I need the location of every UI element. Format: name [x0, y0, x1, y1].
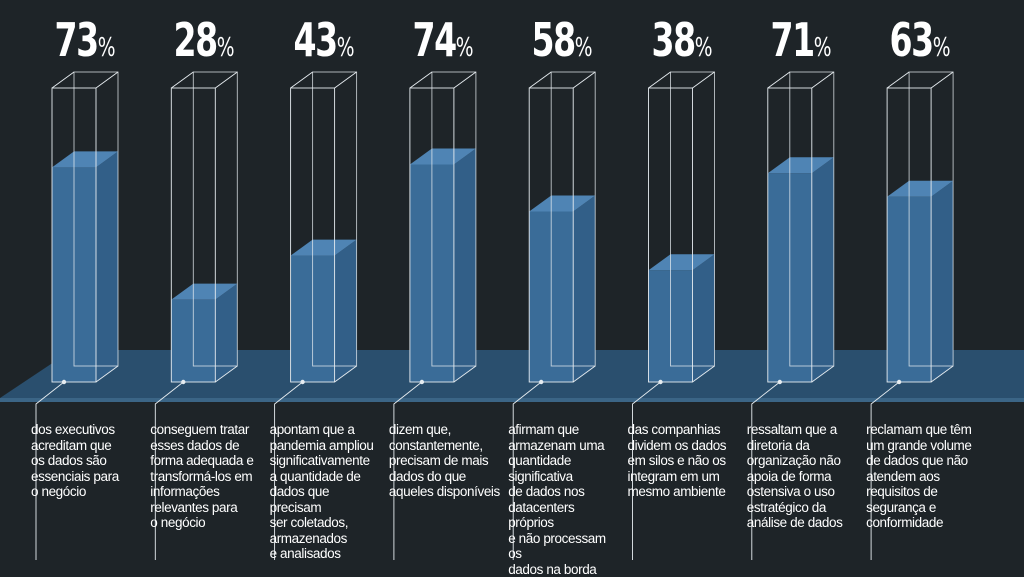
leader-line [393, 381, 423, 560]
bar-value-label: 43% [280, 10, 366, 78]
bar-5 [528, 71, 596, 383]
percent-sign: % [694, 33, 712, 63]
bar-liquid-side [96, 151, 118, 382]
bar-description: dos executivos acreditam que os dados sã… [31, 422, 119, 499]
percent-sign: % [97, 33, 116, 63]
bar-frame-edge [334, 71, 357, 89]
percent-sign: % [455, 33, 474, 63]
value-number: 74 [412, 13, 457, 67]
bar-frame-edge [215, 365, 238, 383]
bar-frame-edge [692, 71, 715, 89]
bar-value-label: 74% [400, 10, 486, 78]
bar-liquid-top [887, 180, 954, 197]
bar-frame-edge [930, 71, 954, 89]
bar-frame-edge [171, 71, 194, 89]
bar-liquid-top [529, 195, 596, 212]
bar-frame-back [908, 71, 954, 367]
bar-6 [648, 71, 715, 383]
leader-line [274, 381, 303, 560]
percent-sign: % [574, 33, 593, 63]
value-number: 63 [889, 13, 935, 67]
bar-frame-edge [572, 71, 596, 89]
bar-liquid-side [811, 157, 834, 382]
platform-edge [0, 398, 1024, 402]
bar-liquid-side [692, 254, 715, 382]
bar-frame-edge [51, 71, 75, 89]
leader-line [35, 381, 65, 560]
bar-frame-back [192, 71, 238, 367]
percent-sign: % [932, 33, 951, 63]
bar-description: conseguem tratar esses dados de forma ad… [150, 422, 254, 530]
bar-frame-back [550, 71, 596, 367]
bar-value-label: 28% [161, 10, 247, 78]
bar-7 [767, 71, 835, 383]
bar-description: afirmam que armazenam uma quantidade sig… [508, 422, 606, 577]
bar-frame-edge [767, 71, 791, 89]
bar-description: dizem que, constantemente, precisam de m… [388, 422, 500, 499]
bar-frame-edge [930, 365, 954, 383]
bar-frame-edge [811, 71, 835, 89]
bar-frame-edge [334, 365, 357, 383]
leader-line [512, 381, 542, 560]
bar-liquid-side [334, 239, 357, 382]
bar-frame-edge [692, 365, 715, 383]
bar-frame-edge [409, 71, 433, 89]
bar-liquid-top [409, 148, 476, 165]
bar-2 [170, 71, 238, 383]
bar-liquid-top [290, 239, 357, 256]
value-number: 38 [650, 13, 696, 67]
bar-description: apontam que a pandemia ampliou significa… [269, 422, 374, 561]
bar-frame-edge [215, 71, 238, 89]
bar-frame-edge [95, 71, 119, 89]
leader-line [870, 381, 900, 560]
bar-description: reclamam que têm um grande volume de dad… [866, 422, 972, 530]
bar-liquid-side [931, 180, 954, 382]
bar-1 [51, 71, 119, 383]
bar-frame-edge [572, 365, 596, 383]
leader-line [154, 381, 184, 560]
bar-liquid-top [52, 151, 118, 168]
bar-frame-back [73, 71, 119, 367]
bar-frame-back [670, 71, 715, 367]
percent-sign: % [813, 33, 832, 63]
bar-frame-edge [453, 365, 477, 383]
bar-3 [290, 71, 358, 383]
bar-frame-back [789, 71, 835, 367]
bar-liquid-side [453, 148, 476, 382]
bar-liquid-top [648, 254, 715, 271]
bar-liquid-top [171, 283, 238, 300]
value-number: 73 [54, 13, 99, 67]
value-number: 43 [293, 13, 338, 67]
value-number: 58 [531, 13, 577, 67]
platform-floor [0, 350, 1024, 398]
bar-liquid-side [215, 283, 238, 382]
bar-value-label: 63% [877, 10, 963, 78]
bar-8 [886, 71, 954, 383]
percent-sign: % [336, 33, 355, 63]
bar-frame-edge [528, 71, 552, 89]
value-number: 28 [173, 13, 219, 67]
percent-sign: % [216, 33, 235, 63]
bar-frame-edge [95, 365, 119, 383]
bar-frame-edge [886, 71, 910, 89]
bar-value-label: 38% [638, 10, 724, 78]
leader-line [751, 381, 781, 560]
bar-frame-edge [648, 71, 671, 89]
leader-line [632, 381, 661, 560]
bar-frame-edge [290, 71, 313, 89]
bar-liquid-top [767, 157, 834, 174]
bar-liquid-side [573, 195, 596, 382]
bar-value-label: 73% [42, 10, 128, 78]
bar-frame-back [431, 71, 477, 367]
bar-frame-edge [811, 365, 835, 383]
bar-value-label: 58% [519, 10, 605, 78]
bar-description: ressaltam que a diretoria da organização… [746, 422, 843, 530]
bar-frame-back [312, 71, 358, 367]
bar-value-label: 71% [758, 10, 844, 78]
value-number: 71 [770, 13, 815, 67]
bar-frame-edge [453, 71, 477, 89]
bar-4 [409, 71, 477, 383]
bar-description: das companhias dividem os dados em silos… [627, 422, 727, 499]
